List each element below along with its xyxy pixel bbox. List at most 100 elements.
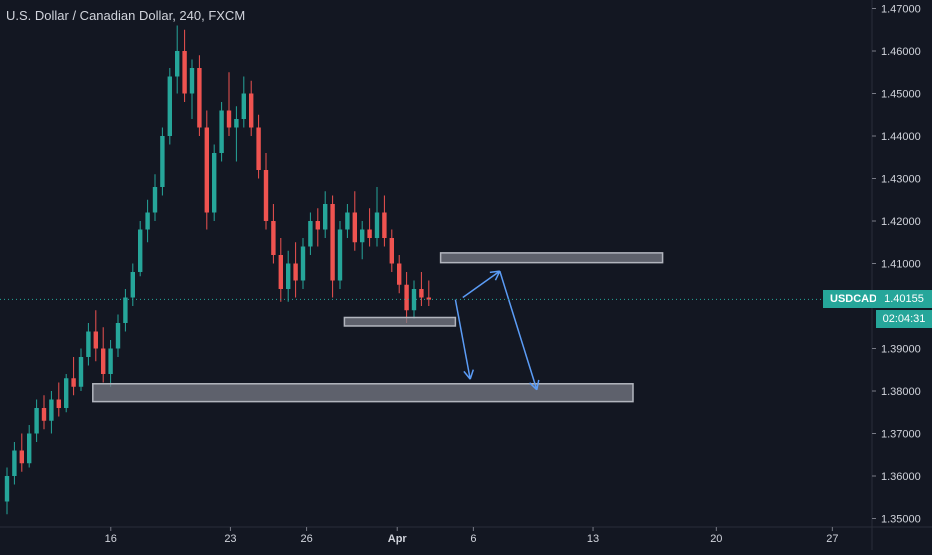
candle-up <box>27 433 32 464</box>
arrows-layer <box>454 270 540 391</box>
candle-up <box>241 93 246 119</box>
candle-up <box>123 297 128 323</box>
candle-down <box>249 93 254 128</box>
y-tick-label: 1.36000 <box>881 471 921 483</box>
candle-down <box>389 238 394 264</box>
candle-up <box>360 229 365 243</box>
candle-up <box>219 110 224 153</box>
candle-down <box>19 450 24 464</box>
candle-up <box>4 476 10 502</box>
y-tick-label: 1.46000 <box>881 46 921 58</box>
candle-up <box>130 272 135 298</box>
candle-down <box>256 127 261 170</box>
supply-demand-zone <box>92 383 634 403</box>
x-tick-label: 20 <box>710 533 722 545</box>
candle-up <box>108 348 113 374</box>
arrow-head <box>536 379 540 390</box>
candle-down <box>352 212 357 243</box>
candle-down <box>293 263 298 281</box>
x-tick-label: 6 <box>470 533 476 545</box>
candle-down <box>404 284 409 311</box>
y-tick-label: 1.42000 <box>881 216 921 228</box>
x-tick-label: Apr <box>388 533 408 545</box>
candle-up <box>175 51 180 77</box>
candle-down <box>101 348 106 374</box>
y-tick-label: 1.45000 <box>881 89 921 101</box>
projection-arrow <box>454 299 471 380</box>
y-tick-label: 1.44000 <box>881 131 921 143</box>
candle-up <box>86 331 91 357</box>
x-tick-label: 27 <box>826 533 838 545</box>
candle-down <box>56 399 61 408</box>
current-price-tag: 1.40155 <box>876 290 932 308</box>
candle-down <box>41 408 47 421</box>
symbol-label: USDCAD <box>830 293 878 305</box>
x-tick-label: 13 <box>587 533 599 545</box>
candle-up <box>345 212 350 230</box>
candle-up <box>337 229 343 281</box>
candle-up <box>78 357 84 387</box>
candle-up <box>34 408 39 434</box>
arrow-head <box>489 270 500 274</box>
candle-down <box>382 212 387 238</box>
chart-title: U.S. Dollar / Canadian Dollar, 240, FXCM <box>6 8 246 23</box>
candles-layer <box>4 25 431 515</box>
x-tick-label: 23 <box>224 533 236 545</box>
x-tick-label: 26 <box>300 533 312 545</box>
candle-up <box>308 221 313 247</box>
y-tick-label: 1.43000 <box>881 174 921 186</box>
candle-down <box>419 289 424 298</box>
candle-up <box>411 289 417 311</box>
arrow-head <box>463 370 471 380</box>
candle-up <box>189 68 195 94</box>
candle-down <box>367 229 372 238</box>
supply-demand-zone <box>439 252 664 264</box>
candle-down <box>197 68 202 128</box>
candle-up <box>138 229 143 272</box>
candle-down <box>278 255 283 289</box>
bar-countdown: 02:04:31 <box>876 310 932 328</box>
candle-down <box>71 378 76 387</box>
candle-down <box>204 127 209 213</box>
candle-down <box>330 204 335 281</box>
x-tick-label: 16 <box>105 533 117 545</box>
candle-down <box>93 331 98 349</box>
arrow-head <box>469 369 475 380</box>
candle-down <box>426 297 431 300</box>
zones-layer <box>92 252 664 403</box>
y-tick-label: 1.37000 <box>881 429 921 441</box>
candle-up <box>374 212 380 238</box>
candle-down <box>271 221 276 255</box>
projection-arrow <box>499 270 538 390</box>
candle-up <box>323 204 328 230</box>
candle-up <box>64 378 69 408</box>
candle-down <box>182 51 187 94</box>
candle-down <box>315 221 320 230</box>
y-tick-label: 1.41000 <box>881 259 921 271</box>
candle-up <box>234 119 239 128</box>
candle-down <box>263 170 269 221</box>
y-tick-label: 1.38000 <box>881 386 921 398</box>
y-tick-label: 1.35000 <box>881 514 921 526</box>
candle-up <box>167 76 172 136</box>
arrow-head <box>529 382 538 391</box>
y-tick-label: 1.47000 <box>881 4 921 16</box>
candle-up <box>300 246 306 281</box>
candle-up <box>12 450 17 476</box>
candle-up <box>212 153 217 213</box>
candle-up <box>286 263 291 289</box>
candle-up <box>115 323 121 349</box>
candle-up <box>152 187 158 213</box>
projection-arrow <box>462 270 501 299</box>
candle-down <box>226 110 232 128</box>
supply-demand-zone <box>343 316 457 327</box>
arrow-head <box>494 270 501 281</box>
y-tick-label: 1.39000 <box>881 344 921 356</box>
candle-down <box>397 263 402 285</box>
candle-up <box>160 136 165 187</box>
symbol-price-tag[interactable]: USDCAD <box>823 290 880 308</box>
candle-up <box>145 212 150 230</box>
